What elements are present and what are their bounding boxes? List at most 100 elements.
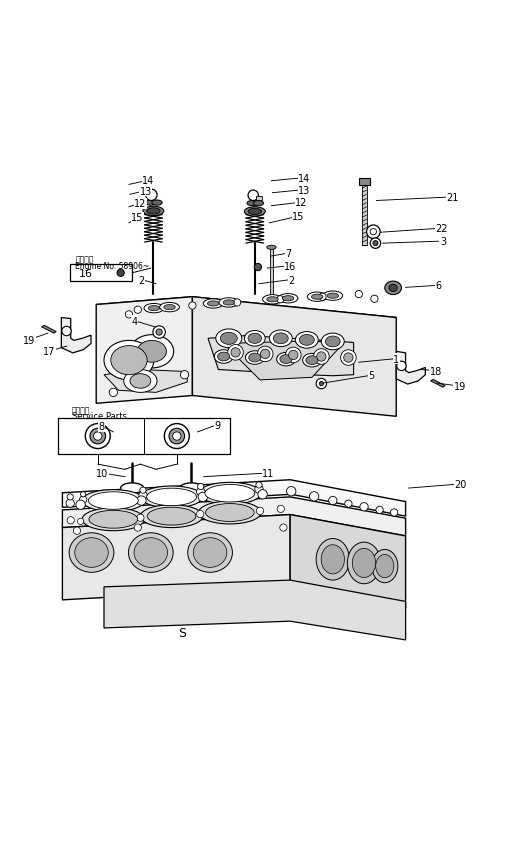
Ellipse shape	[375, 555, 394, 578]
Circle shape	[153, 327, 165, 339]
Text: 13: 13	[139, 187, 152, 197]
Ellipse shape	[300, 335, 314, 346]
Ellipse shape	[148, 306, 160, 311]
Circle shape	[355, 291, 362, 299]
Circle shape	[80, 496, 87, 504]
Circle shape	[345, 500, 352, 508]
Ellipse shape	[244, 331, 265, 347]
Circle shape	[329, 497, 337, 505]
Circle shape	[317, 353, 326, 362]
Circle shape	[360, 503, 368, 511]
Ellipse shape	[199, 501, 261, 524]
Ellipse shape	[217, 353, 230, 361]
Ellipse shape	[82, 490, 145, 511]
Circle shape	[287, 487, 296, 496]
Text: 補給専用: 補給専用	[72, 406, 90, 414]
Circle shape	[139, 491, 147, 500]
Ellipse shape	[128, 533, 173, 572]
Polygon shape	[208, 336, 354, 376]
Polygon shape	[104, 581, 406, 640]
Polygon shape	[62, 480, 406, 517]
Circle shape	[391, 509, 398, 517]
Ellipse shape	[347, 543, 381, 584]
Ellipse shape	[316, 538, 349, 581]
Text: 16: 16	[284, 261, 296, 271]
Circle shape	[314, 349, 329, 365]
Circle shape	[370, 239, 381, 249]
Ellipse shape	[144, 304, 164, 313]
Text: 1: 1	[393, 354, 399, 364]
Text: 6: 6	[436, 281, 442, 291]
Text: 18: 18	[430, 366, 442, 376]
Circle shape	[67, 517, 74, 524]
Ellipse shape	[295, 333, 318, 349]
Text: 19: 19	[23, 335, 35, 345]
Ellipse shape	[303, 354, 321, 367]
Circle shape	[373, 241, 378, 246]
Ellipse shape	[147, 208, 160, 214]
Circle shape	[66, 500, 74, 508]
Ellipse shape	[220, 333, 237, 345]
Circle shape	[367, 225, 380, 239]
Ellipse shape	[89, 511, 138, 528]
Circle shape	[198, 484, 204, 490]
Ellipse shape	[247, 201, 257, 207]
Ellipse shape	[111, 346, 147, 376]
Circle shape	[280, 524, 287, 532]
Circle shape	[248, 191, 258, 201]
Text: 14: 14	[142, 176, 154, 186]
Circle shape	[319, 382, 323, 387]
Text: 11: 11	[262, 468, 275, 479]
Circle shape	[309, 492, 319, 501]
Text: 2: 2	[288, 275, 294, 285]
Ellipse shape	[152, 201, 162, 206]
Circle shape	[189, 302, 196, 310]
Ellipse shape	[147, 489, 197, 506]
Circle shape	[180, 371, 189, 380]
Polygon shape	[96, 297, 192, 403]
Circle shape	[137, 515, 144, 522]
Circle shape	[371, 295, 378, 303]
Circle shape	[255, 485, 263, 494]
Ellipse shape	[263, 295, 282, 305]
Circle shape	[256, 482, 262, 489]
Ellipse shape	[216, 329, 242, 349]
Text: 2: 2	[138, 275, 145, 285]
Bar	[362, 186, 367, 246]
Ellipse shape	[160, 303, 179, 312]
Ellipse shape	[353, 549, 375, 578]
Text: 17: 17	[43, 347, 55, 357]
Circle shape	[90, 429, 106, 444]
Ellipse shape	[311, 295, 323, 300]
Ellipse shape	[137, 341, 166, 363]
Ellipse shape	[121, 484, 144, 494]
Bar	[270, 248, 273, 299]
Ellipse shape	[372, 549, 398, 583]
Ellipse shape	[307, 293, 327, 302]
Text: 適用号機: 適用号機	[75, 256, 94, 264]
Ellipse shape	[140, 505, 203, 528]
Text: 16: 16	[79, 268, 93, 279]
Circle shape	[134, 524, 141, 532]
Circle shape	[254, 264, 262, 272]
Circle shape	[344, 354, 353, 363]
Circle shape	[277, 296, 284, 304]
Ellipse shape	[205, 504, 254, 522]
Ellipse shape	[278, 295, 298, 304]
Circle shape	[81, 492, 86, 497]
Ellipse shape	[180, 484, 203, 494]
Circle shape	[341, 350, 356, 366]
Circle shape	[164, 424, 189, 449]
Ellipse shape	[146, 201, 156, 206]
Polygon shape	[104, 370, 187, 393]
Circle shape	[137, 496, 146, 506]
Ellipse shape	[244, 208, 265, 217]
Polygon shape	[224, 342, 343, 381]
Ellipse shape	[267, 297, 278, 302]
Polygon shape	[192, 297, 396, 417]
Circle shape	[197, 511, 204, 518]
Ellipse shape	[130, 335, 174, 369]
Circle shape	[76, 500, 85, 510]
Circle shape	[231, 349, 240, 358]
Ellipse shape	[267, 297, 276, 301]
